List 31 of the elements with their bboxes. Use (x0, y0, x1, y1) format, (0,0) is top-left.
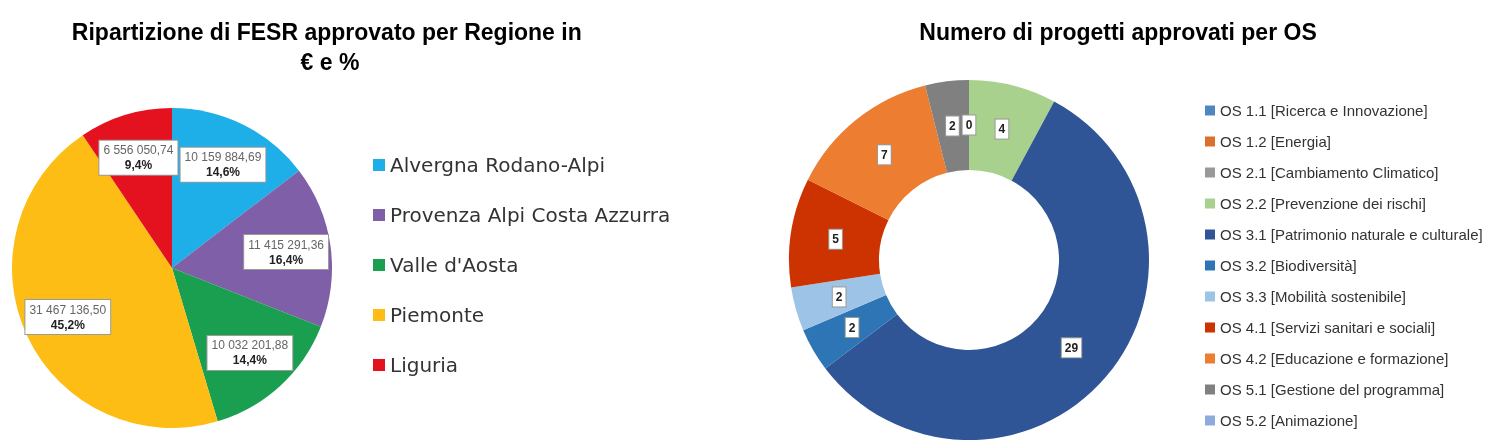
legend-label: Liguria (390, 353, 459, 377)
legend-label: Alvergna Rodano-Alpi (390, 153, 605, 177)
legend-label: OS 5.2 [Animazione] (1220, 412, 1358, 429)
data-label: 5 (832, 232, 840, 247)
chart-title: Numero di progetti approvati per OS (919, 19, 1317, 45)
legend-label: OS 1.2 [Energia] (1220, 133, 1331, 150)
data-label: 4 (998, 122, 1006, 137)
legend-label: OS 2.2 [Prevenzione dei rischi] (1220, 195, 1426, 212)
legend-label: OS 1.1 [Ricerca e Innovazione] (1220, 102, 1428, 119)
legend-label: OS 5.1 [Gestione del programma] (1220, 381, 1445, 398)
data-label: 7 (881, 147, 889, 162)
legend-label: OS 4.1 [Servizi sanitari e sociali] (1220, 319, 1436, 336)
legend-label: OS 3.1 [Patrimonio naturale e culturale] (1220, 226, 1483, 243)
legend-label: Provenza Alpi Costa Azzurra (390, 203, 671, 227)
text: 0 (965, 118, 973, 132)
data-label: 10 032 201,88 14,4% (211, 338, 289, 368)
data-label: 2 (848, 320, 856, 335)
legend-label: OS 2.1 [Cambiamento Climatico] (1220, 164, 1439, 181)
legend-label: Piemonte (390, 303, 485, 327)
legend-label: OS 3.3 [Mobilità sostenibile] (1220, 288, 1406, 305)
legend-label: OS 4.2 [Educazione e formazione] (1220, 350, 1449, 367)
legend-label: Valle d'Aosta (390, 253, 519, 277)
data-label: 10 159 884,69 14,6% (184, 150, 262, 180)
data-label: 11 415 291,36 16,4% (248, 237, 325, 267)
data-label: 29 (1064, 340, 1079, 355)
chart-title: Ripartizione di FESR approvato per Regione in € e % (71, 19, 589, 75)
legend-label: OS 3.2 [Biodiversità] (1220, 257, 1357, 274)
data-label: 2 (835, 289, 843, 304)
data-label: 2 (949, 119, 957, 134)
data-label: 6 556 050,74 9,4% (103, 143, 174, 173)
data-label: 31 467 136,50 45,2% (29, 302, 107, 332)
